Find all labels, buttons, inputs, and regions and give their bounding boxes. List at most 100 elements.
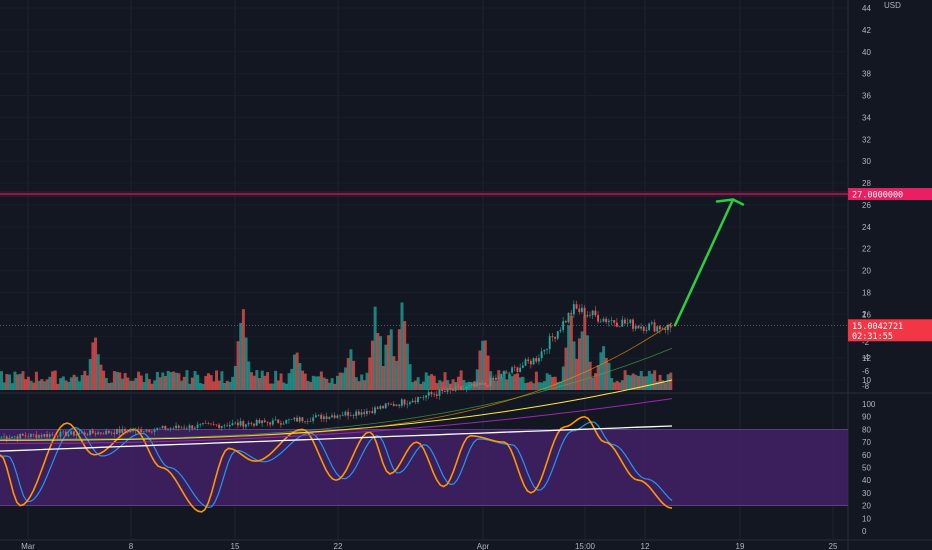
candle-body (258, 420, 261, 424)
volume-bar (572, 341, 576, 390)
candle-body (19, 434, 22, 439)
volume-tick-label: 2 (862, 310, 867, 319)
volume-bar (542, 381, 546, 390)
candle-body (365, 411, 368, 414)
candle-body (564, 321, 567, 323)
volume-bar (67, 381, 71, 390)
volume-bar (505, 379, 509, 390)
candle-body (661, 328, 664, 330)
volume-bar (61, 376, 65, 390)
candle-body (325, 416, 328, 419)
candle-body (497, 377, 500, 379)
volume-bar (577, 338, 581, 390)
volume-bar (411, 382, 415, 390)
candle-body (357, 411, 360, 415)
volume-bar (51, 371, 55, 390)
candle-body (29, 434, 32, 437)
volume-bar (405, 343, 409, 390)
candle-body (51, 434, 54, 436)
candle-body (207, 423, 210, 424)
candle-body (97, 432, 100, 435)
volume-bar (327, 382, 331, 390)
volume-bar (169, 372, 173, 390)
volume-bar (91, 342, 95, 390)
x-tick-label: 22 (334, 542, 343, 550)
volume-bar (612, 382, 616, 390)
candle-body (3, 436, 5, 438)
volume-bar (618, 382, 622, 390)
volume-bar (279, 373, 283, 390)
candle-body (253, 423, 255, 426)
volume-bar (623, 370, 627, 390)
volume-bar (40, 379, 44, 390)
candle-body (301, 417, 304, 422)
volume-bar (322, 377, 326, 390)
volume-bar (266, 372, 270, 390)
volume-bar (341, 372, 345, 390)
candle-body (169, 428, 172, 429)
ma-orange (201, 322, 673, 438)
volume-bar (443, 372, 447, 390)
volume-bar (596, 365, 600, 390)
candle-body (546, 349, 548, 350)
volume-bar (639, 371, 643, 390)
volume-bar (217, 380, 221, 390)
candle-body (597, 315, 600, 322)
candle-body (309, 421, 312, 422)
candle-body (481, 382, 484, 385)
price-tick-label: 42 (862, 26, 871, 35)
candle-body (314, 415, 317, 418)
volume-bar (319, 371, 323, 390)
candle-body (288, 419, 290, 421)
osc-tick-label: 60 (862, 451, 871, 460)
volume-bar (268, 383, 272, 390)
candle-body (86, 434, 89, 436)
volume-bar (131, 380, 135, 390)
candle-body (158, 427, 161, 429)
volume-bar (64, 380, 68, 390)
candle-body (320, 414, 323, 419)
volume-bar (583, 315, 587, 390)
volume-bar (389, 329, 393, 390)
candle-body (199, 423, 202, 425)
volume-bar (403, 321, 407, 390)
candle-body (328, 417, 331, 419)
volume-bar (336, 375, 339, 390)
volume-bar (24, 379, 28, 390)
candle-body (99, 432, 102, 434)
volume-bar (540, 382, 544, 390)
volume-bar (295, 352, 299, 390)
volume-bar (637, 375, 641, 390)
price-tick-label: 32 (862, 135, 871, 144)
candle-body (527, 359, 530, 362)
candle-body (349, 415, 352, 416)
candle-body (513, 367, 516, 369)
candle-body (94, 433, 97, 435)
candle-body (142, 431, 145, 433)
candle-body (261, 420, 264, 424)
candle-body (121, 429, 124, 433)
candle-body (642, 326, 645, 331)
volume-bar (0, 371, 3, 390)
candle-body (451, 389, 454, 391)
candle-body (554, 337, 557, 339)
candle-body (478, 382, 481, 385)
volume-bar (325, 378, 329, 390)
volume-bar (271, 383, 275, 390)
candle-body (175, 425, 178, 429)
volume-bar (376, 332, 380, 390)
volume-bar (631, 373, 635, 390)
volume-bar (37, 380, 41, 390)
volume-bar (352, 360, 356, 390)
candle-body (156, 427, 159, 430)
candle-body (645, 329, 648, 331)
candle-body (489, 377, 492, 387)
candle-body (548, 336, 551, 350)
candle-body (150, 431, 153, 433)
volume-bar (274, 370, 278, 390)
candle-body (344, 411, 347, 416)
candle-body (70, 431, 73, 435)
candle-body (191, 425, 194, 429)
candle-body (624, 319, 626, 324)
